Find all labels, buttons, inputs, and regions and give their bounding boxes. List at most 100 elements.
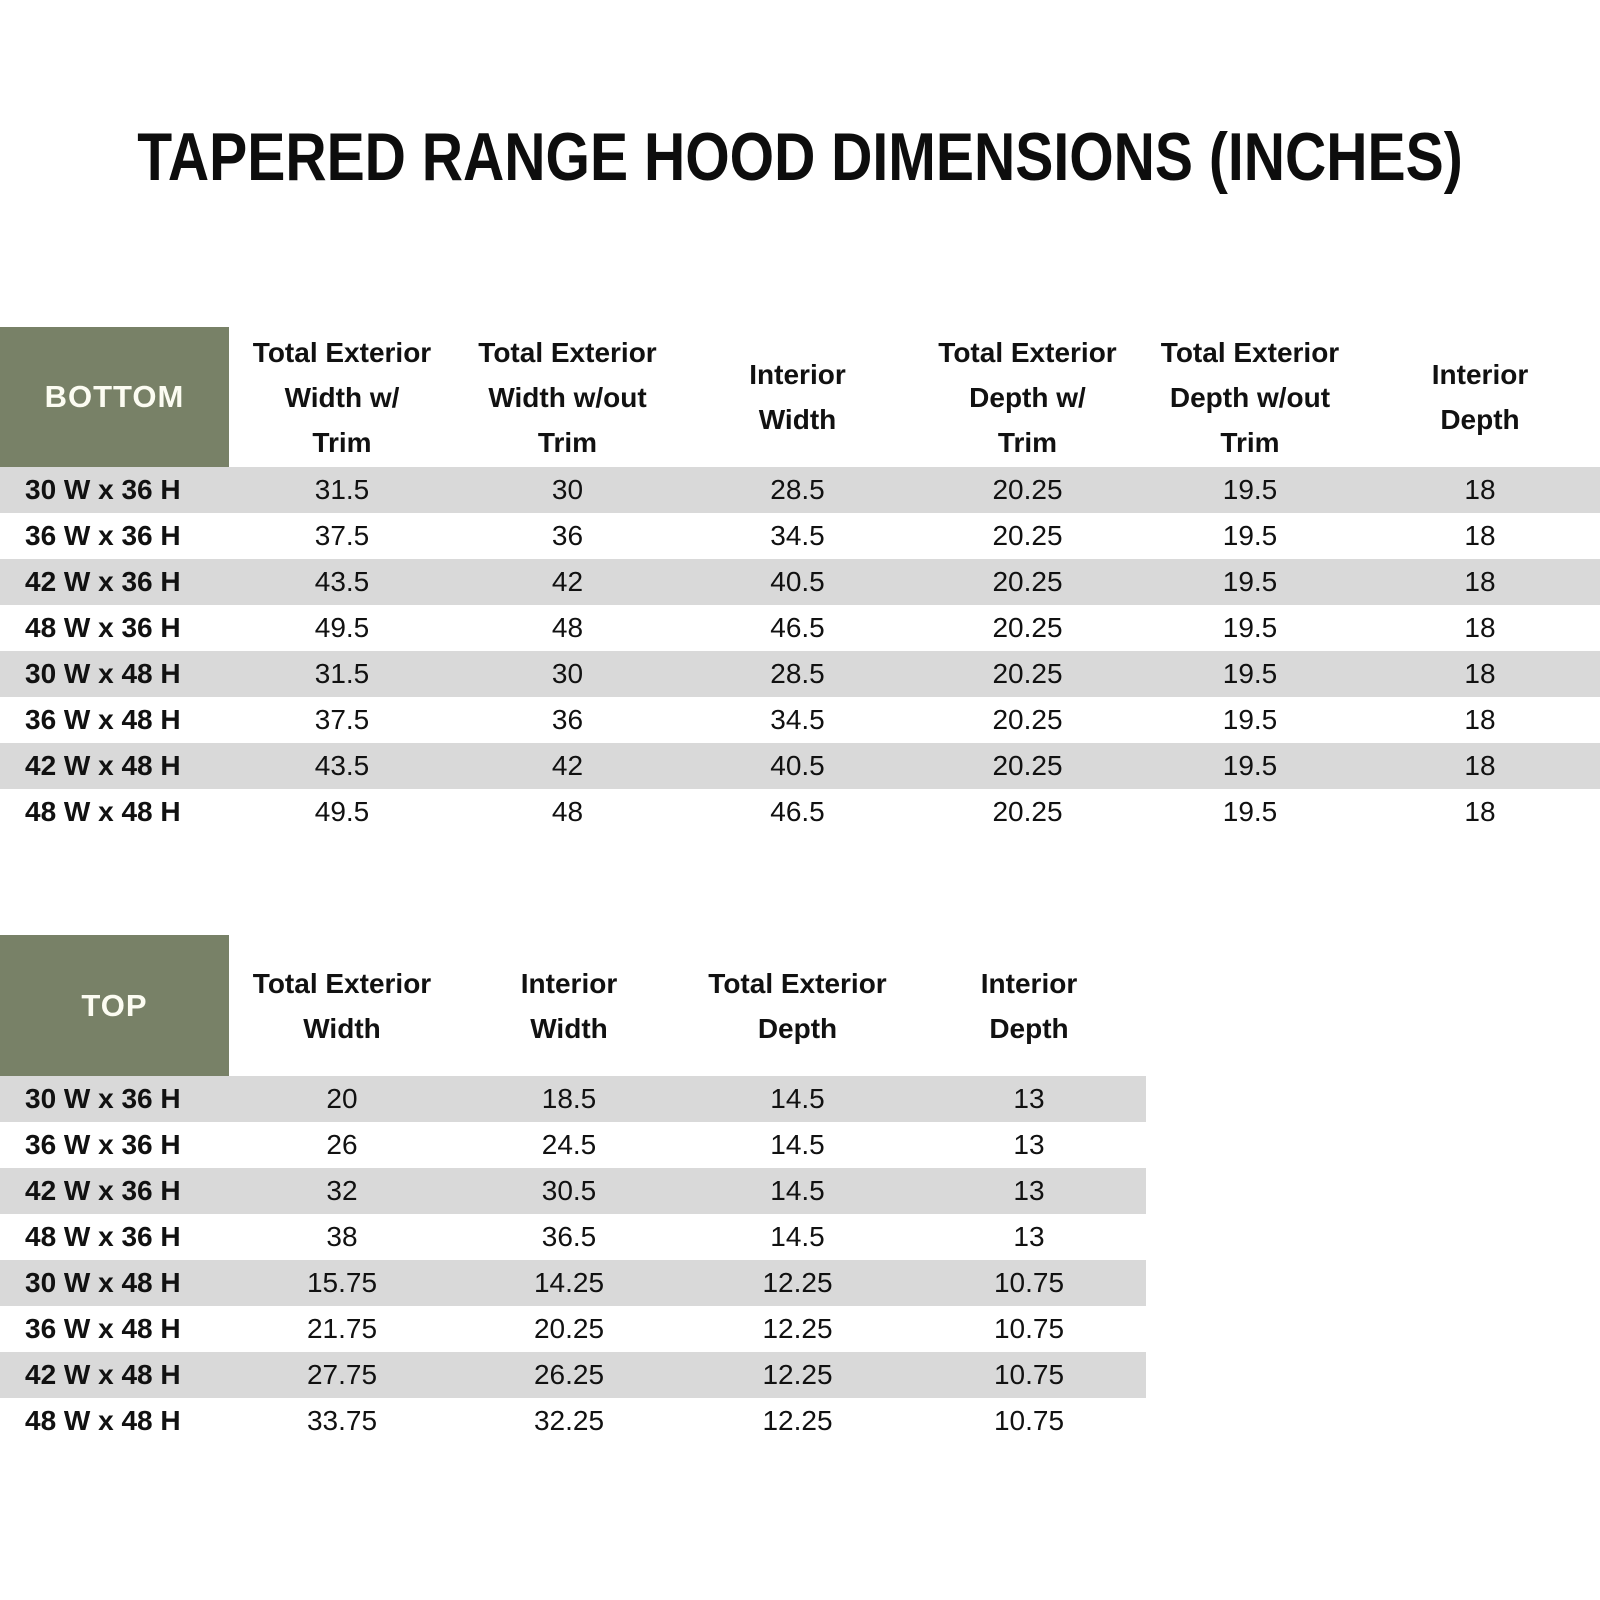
row-size-label: 30 W x 48 H (25, 658, 181, 689)
row-size-label: 42 W x 36 H (25, 566, 181, 597)
table-row: 42 W x 48 H 27.75 26.25 12.25 10.75 (0, 1352, 1146, 1398)
dimension-value-cell: 10.75 (993, 1313, 1065, 1344)
column-header: Total Exterior Width (252, 967, 432, 1044)
dimension-value-cell: 49.5 (314, 796, 370, 827)
table-row: 42 W x 36 H 32 30.5 14.5 13 (0, 1168, 1146, 1214)
column-header: Total Exterior Depth w/ Trim (938, 336, 1117, 458)
dimension-value-cell: 15.75 (306, 1267, 378, 1298)
dimension-value-cell: 18 (1464, 658, 1496, 689)
dimension-value-cell: 20.25 (992, 796, 1063, 827)
dimension-value-cell: 10.75 (993, 1267, 1065, 1298)
dimension-value-cell: 20.25 (992, 658, 1063, 689)
row-size-label: 36 W x 48 H (25, 704, 181, 735)
column-header: Interior Depth (1431, 359, 1529, 435)
row-size-label: 48 W x 48 H (25, 1405, 181, 1436)
dimension-value-cell: 48 (551, 796, 584, 827)
dimension-value-cell: 49.5 (314, 612, 370, 643)
dimension-value-cell: 20 (326, 1083, 358, 1114)
table-row: 36 W x 36 H 37.5 36 34.5 20.25 19.5 18 (0, 513, 1600, 559)
table-row: 30 W x 36 H 31.5 30 28.5 20.25 19.5 18 (0, 467, 1600, 513)
table-row: 48 W x 48 H 33.75 32.25 12.25 10.75 (0, 1398, 1146, 1444)
top-dimensions-table: TOP Total Exterior Width Interior Width To… (0, 935, 1146, 1444)
dimension-value-cell: 31.5 (314, 658, 370, 689)
dimension-value-cell: 19.5 (1222, 796, 1278, 827)
dimension-value-cell: 40.5 (770, 750, 825, 781)
dimension-value-cell: 20.25 (533, 1313, 605, 1344)
dimension-value-cell: 36 (551, 704, 584, 735)
dimension-value-cell: 32 (326, 1175, 358, 1206)
row-size-label: 36 W x 36 H (25, 520, 181, 551)
dimension-value-cell: 14.5 (770, 1083, 825, 1114)
dimension-value-cell: 18 (1464, 612, 1496, 643)
dimension-value-cell: 43.5 (314, 566, 370, 597)
column-header: Total Exterior Width w/out Trim (478, 336, 657, 458)
column-header: Total Exterior Depth (708, 967, 887, 1044)
dimension-value-cell: 34.5 (770, 520, 825, 551)
table-row: 36 W x 36 H 26 24.5 14.5 13 (0, 1122, 1146, 1168)
top-table-corner-cell: TOP (0, 935, 229, 1076)
dimension-value-cell: 42 (551, 566, 584, 597)
dimension-value-cell: 21.75 (306, 1313, 378, 1344)
column-header: Total Exterior Depth w/out Trim (1160, 336, 1340, 458)
bottom-dimensions-table: BOTTOM Total Exterior Width w/ Trim Total… (0, 327, 1600, 835)
bottom-table-corner-cell: BOTTOM (0, 327, 229, 467)
row-size-label: 36 W x 48 H (25, 1313, 181, 1344)
dimension-value-cell: 10.75 (993, 1405, 1065, 1436)
dimension-value-cell: 40.5 (770, 566, 825, 597)
dimension-value-cell: 28.5 (770, 474, 825, 505)
row-size-label: 30 W x 48 H (25, 1267, 181, 1298)
table-row: 42 W x 36 H 43.5 42 40.5 20.25 19.5 18 (0, 559, 1600, 605)
column-header: Interior Width (520, 967, 618, 1044)
dimension-value-cell: 12.25 (762, 1313, 833, 1344)
dimension-value-cell: 19.5 (1222, 750, 1278, 781)
column-header: Interior Width (749, 359, 846, 435)
bottom-table-header-row: BOTTOM Total Exterior Width w/ Trim Total… (0, 327, 1600, 467)
dimension-value-cell: 19.5 (1222, 658, 1278, 689)
dimension-value-cell: 34.5 (770, 704, 825, 735)
dimension-value-cell: 30.5 (541, 1175, 597, 1206)
dimension-value-cell: 26 (326, 1129, 358, 1160)
dimension-value-cell: 20.25 (992, 520, 1063, 551)
dimension-value-cell: 37.5 (314, 704, 370, 735)
dimension-value-cell: 14.5 (770, 1129, 825, 1160)
dimension-value-cell: 20.25 (992, 566, 1063, 597)
dimension-value-cell: 31.5 (314, 474, 370, 505)
dimension-value-cell: 10.75 (993, 1359, 1065, 1390)
dimension-value-cell: 43.5 (314, 750, 370, 781)
dimension-value-cell: 18 (1464, 796, 1496, 827)
table-row: 30 W x 48 H 31.5 30 28.5 20.25 19.5 18 (0, 651, 1600, 697)
dimension-value-cell: 38 (326, 1221, 358, 1252)
dimension-value-cell: 36.5 (541, 1221, 597, 1252)
table-row: 36 W x 48 H 37.5 36 34.5 20.25 19.5 18 (0, 697, 1600, 743)
dimension-value-cell: 24.5 (541, 1129, 597, 1160)
dimension-value-cell: 12.25 (762, 1359, 833, 1390)
dimension-value-cell: 18.5 (541, 1083, 597, 1114)
dimension-value-cell: 26.25 (533, 1359, 605, 1390)
top-table-header-row: TOP Total Exterior Width Interior Width To… (0, 935, 1146, 1076)
table-row: 30 W x 48 H 15.75 14.25 12.25 10.75 (0, 1260, 1146, 1306)
page-title: TAPERED RANGE HOOD DIMENSIONS (INCHES) (137, 119, 1463, 195)
dimension-value-cell: 33.75 (306, 1405, 378, 1436)
column-header: Total Exterior Width w/ Trim (252, 336, 432, 458)
table-row: 30 W x 36 H 20 18.5 14.5 13 (0, 1076, 1146, 1122)
row-size-label: 48 W x 36 H (25, 1221, 181, 1252)
dimension-value-cell: 32.25 (533, 1405, 605, 1436)
dimension-value-cell: 20.25 (992, 612, 1063, 643)
dimension-value-cell: 48 (551, 612, 584, 643)
dimension-value-cell: 14.5 (770, 1221, 825, 1252)
table-row: 48 W x 36 H 49.5 48 46.5 20.25 19.5 18 (0, 605, 1600, 651)
dimension-value-cell: 20.25 (992, 704, 1063, 735)
dimension-value-cell: 12.25 (762, 1405, 833, 1436)
table-row: 48 W x 36 H 38 36.5 14.5 13 (0, 1214, 1146, 1260)
row-size-label: 30 W x 36 H (25, 1083, 181, 1114)
row-size-label: 42 W x 36 H (25, 1175, 181, 1206)
table-row: 36 W x 48 H 21.75 20.25 12.25 10.75 (0, 1306, 1146, 1352)
dimension-value-cell: 13 (1013, 1083, 1045, 1114)
dimension-value-cell: 37.5 (314, 520, 370, 551)
row-size-label: 42 W x 48 H (25, 1359, 181, 1390)
dimension-value-cell: 18 (1464, 520, 1496, 551)
dimension-value-cell: 13 (1013, 1221, 1045, 1252)
dimension-value-cell: 18 (1464, 566, 1496, 597)
dimension-value-cell: 12.25 (762, 1267, 833, 1298)
